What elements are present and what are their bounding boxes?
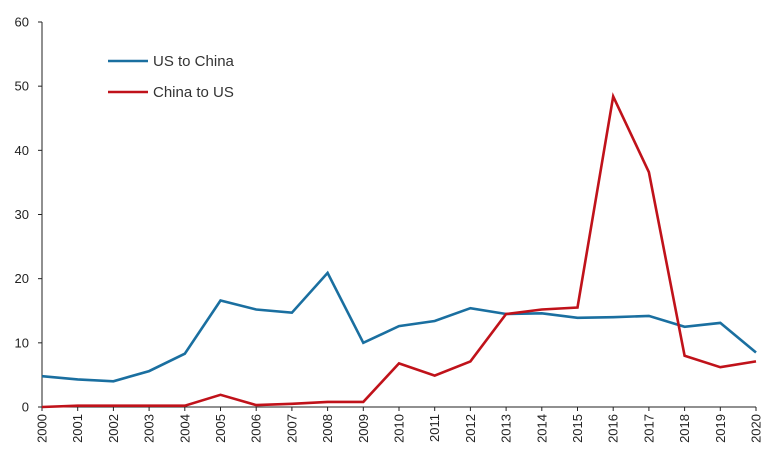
- x-tick-label: 2019: [713, 414, 728, 443]
- x-tick-label: 2004: [177, 414, 192, 443]
- x-tick-label: 2007: [284, 414, 299, 443]
- x-tick-label: 2018: [677, 414, 692, 443]
- x-tick-label: 2012: [463, 414, 478, 443]
- legend-label: US to China: [153, 53, 235, 70]
- x-tick-label: 2010: [392, 414, 407, 443]
- x-tick-label: 2001: [70, 414, 85, 443]
- x-tick-label: 2008: [320, 414, 335, 443]
- x-axis: 2000 2001 2002 2003 2004 2005 2006 2007 2008 2009…: [35, 406, 764, 443]
- x-tick-label: 2014: [534, 414, 549, 443]
- x-tick-label: 2005: [213, 414, 228, 443]
- series-line: [41, 92, 757, 409]
- x-tick-label: 2016: [606, 414, 621, 443]
- x-tick-label: 2002: [106, 414, 121, 443]
- x-tick-label: 2003: [142, 414, 157, 443]
- series-line: [41, 270, 757, 383]
- x-tick-label: 2011: [427, 414, 442, 442]
- series-1: [41, 92, 757, 409]
- x-tick-label: 2013: [499, 414, 514, 443]
- legend-label: China to US: [153, 84, 234, 101]
- series-layer: [41, 92, 757, 409]
- y-axis: 0 10 20 30 40 50 60: [15, 15, 43, 415]
- y-tick-label: 40: [15, 143, 29, 158]
- y-tick-label: 10: [15, 335, 29, 350]
- x-tick-label: 2000: [35, 414, 50, 443]
- y-tick-label: 30: [15, 207, 29, 222]
- y-tick-label: 60: [15, 15, 29, 30]
- x-tick-label: 2015: [570, 414, 585, 443]
- x-tick-label: 2006: [249, 414, 264, 443]
- series-0: [41, 270, 757, 383]
- y-tick-label: 50: [15, 79, 29, 94]
- y-tick-label: 20: [15, 271, 29, 286]
- x-tick-label: 2009: [356, 414, 371, 443]
- x-tick-label: 2017: [641, 414, 656, 443]
- legend: US to China China to US: [108, 53, 235, 101]
- x-tick-label: 2020: [749, 414, 764, 443]
- y-tick-label: 0: [22, 400, 29, 415]
